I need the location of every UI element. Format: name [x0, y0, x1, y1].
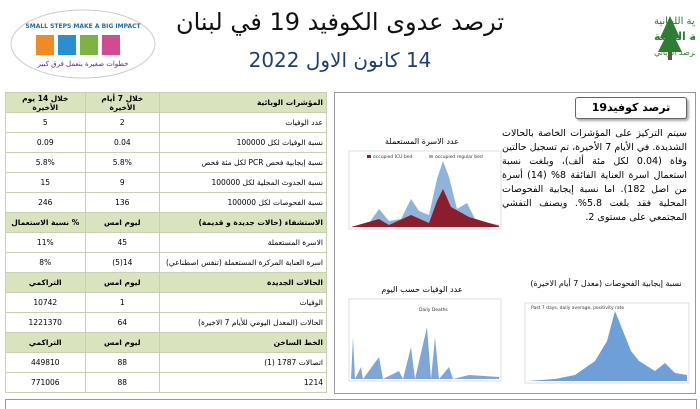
cell: نسبة الفحوصات لكل 100000 — [159, 192, 327, 213]
cell: عدد الوفيات — [159, 112, 327, 133]
deaths-chart: Daily Deaths — [348, 298, 502, 382]
table-row: عدد الوفيات 2 5 — [5, 112, 327, 133]
cell: 5.8% — [5, 152, 86, 173]
table-row: اسرة العناية المركزة المستعملة (تنفس اصط… — [5, 252, 327, 273]
table-row: نسبة إيجابية فحص PCR لكل مئة فحص 5.8% 5.8% — [5, 152, 327, 173]
table-row: اتصالات 1787 (1) 88 449810 — [5, 352, 327, 373]
logo-right: الجمهورية اللبنانية وزارة الصحة العامة ب… — [654, 16, 695, 60]
chart-title: عدد الوفيات حسب اليوم — [381, 285, 463, 294]
cell: 1221370 — [5, 312, 86, 333]
title: ترصد عدوى الكوفيد 19 في لبنان — [175, 8, 505, 36]
legend-label: Past 7 days, daily average, positivity r… — [531, 305, 624, 311]
legend-label: occupied regular bed — [435, 154, 483, 160]
bottom-strip — [5, 399, 697, 409]
ministry-line: الجمهورية اللبنانية — [654, 16, 695, 27]
header-cell: ليوم امس — [84, 272, 161, 293]
chart-title: عدد الاسرة المستعملة — [385, 137, 459, 146]
header-cell: خلال 7 أيام الأخيرة — [84, 92, 161, 113]
cell: 14(5) — [84, 252, 161, 273]
cell: 9 — [84, 172, 161, 193]
cell: 136 — [84, 192, 161, 213]
cell: 10742 — [5, 292, 86, 313]
cell: 1 — [84, 292, 161, 313]
cell: 45 — [84, 232, 161, 253]
header-cell: الخط الساخن — [159, 332, 327, 353]
cell: 64 — [84, 312, 161, 333]
panel: ترصد كوفيد19 سيتم التركيز على المؤشرات ا… — [334, 92, 696, 394]
panel-text: سيتم التركيز على المؤشرات الخاصة بالحالا… — [502, 128, 688, 223]
header-cell: خلال 14 يوم الأخيرة — [5, 92, 86, 113]
header-cell: ليوم امس — [84, 332, 161, 353]
table-row: الحالات (المعدل اليومي للأيام 7 الاخيرة)… — [5, 312, 327, 333]
cell: نسبة الحدوث المحلية لكل 100000 — [159, 172, 327, 193]
panel-title: ترصد كوفيد19 — [575, 97, 687, 119]
cell: 11% — [5, 232, 86, 253]
header-cell: التراكمي — [5, 272, 86, 293]
cell: نسبة الوفيات لكل 100000 — [159, 132, 327, 153]
legend-label: occupied ICU bed — [373, 154, 413, 160]
beds-chart: occupied ICU bed occupied regular bed — [348, 150, 502, 230]
indicator-table: المؤشرات الوبائية خلال 7 أيام الأخيرة خلال… — [5, 92, 327, 393]
cell: الاسرة المستعملة — [159, 232, 327, 253]
date: 14 كانون الاول 2022 — [248, 48, 432, 72]
cell: 88 — [84, 352, 161, 373]
table-row: نسبة الوفيات لكل 100000 0.04 0.09 — [5, 132, 327, 153]
table-row: 1214 88 771006 — [5, 372, 327, 393]
header-cell: التراكمي — [5, 332, 86, 353]
cell: 88 — [84, 372, 161, 393]
cell: نسبة إيجابية فحص PCR لكل مئة فحص — [159, 152, 327, 173]
section-header: المؤشرات الوبائية خلال 7 أيام الأخيرة خلال… — [5, 92, 327, 113]
cell: 246 — [5, 192, 86, 213]
cell: 1214 — [159, 372, 327, 393]
table-row: نسبة الحدوث المحلية لكل 100000 9 15 — [5, 172, 327, 193]
cell: الوفيات — [159, 292, 327, 313]
logo-left: SMALL STEPS MAKE A BIG IMPACT خطوات صغير… — [10, 9, 156, 79]
legend-label: Daily Deaths — [419, 307, 448, 313]
cell: 449810 — [5, 352, 86, 373]
section-header: الاستشفاء (حالات جديدة و قديمة) ليوم امس%… — [5, 212, 327, 233]
cell: 15 — [5, 172, 86, 193]
header-cell: الحالات الجديدة — [159, 272, 327, 293]
cell: اسرة العناية المركزة المستعملة (تنفس اصط… — [159, 252, 327, 273]
slogan-ar: خطوات صغيرة بتعمل فرق كبير — [37, 60, 129, 68]
cell: 0.09 — [5, 132, 86, 153]
cell: 8% — [5, 252, 86, 273]
cell: 2 — [84, 112, 161, 133]
cell: اتصالات 1787 (1) — [159, 352, 327, 373]
cell: 0.04 — [84, 132, 161, 153]
header-cell: % نسبة الاستعمال — [5, 212, 86, 233]
header-cell: المؤشرات الوبائية — [159, 92, 327, 113]
table-row: نسبة الفحوصات لكل 100000 136 246 — [5, 192, 327, 213]
cell: الحالات (المعدل اليومي للأيام 7 الاخيرة) — [159, 312, 327, 333]
slogan: SMALL STEPS MAKE A BIG IMPACT — [25, 23, 141, 30]
ministry-line: برنامج الترصد الوبائي — [654, 48, 695, 57]
section-header: الحالات الجديدة ليوم امس التراكمي — [5, 272, 327, 293]
chart-title: نسبة إيجابية الفحوصات (معدل 7 أيام الاخي… — [530, 279, 682, 288]
table-row: الوفيات 1 10742 — [5, 292, 327, 313]
section-header: الخط الساخن ليوم امس التراكمي — [5, 332, 327, 353]
ministry-line: وزارة الصحة العامة — [654, 30, 695, 43]
cell: 5 — [5, 112, 86, 133]
cell: 771006 — [5, 372, 86, 393]
header-cell: الاستشفاء (حالات جديدة و قديمة) — [159, 212, 327, 233]
table-row: الاسرة المستعملة 45 11% — [5, 232, 327, 253]
positivity-chart: Past 7 days, daily average, positivity r… — [524, 302, 690, 384]
header-cell: ليوم امس — [84, 212, 161, 233]
cell: 5.8% — [84, 152, 161, 173]
